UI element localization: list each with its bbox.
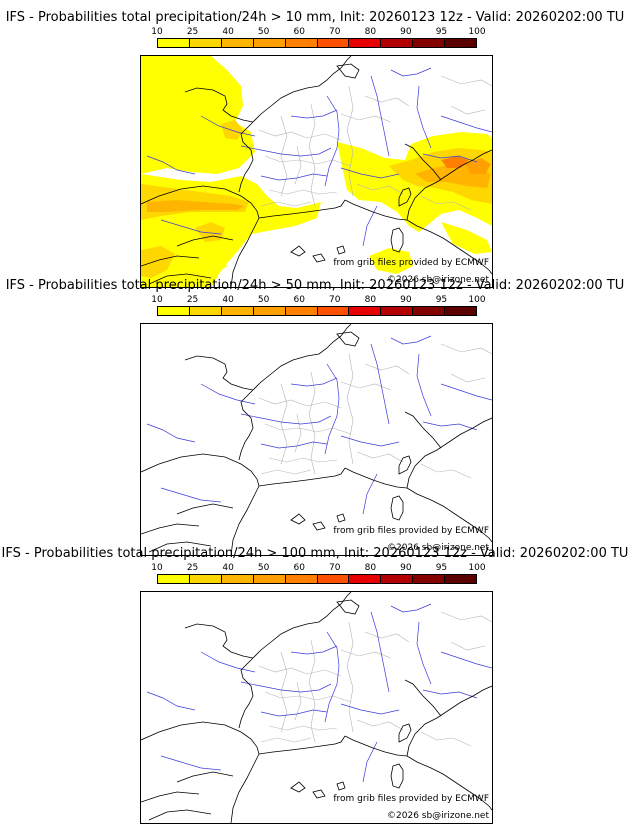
- legend-colorbar: [157, 306, 477, 316]
- legend-tick-label: 60: [293, 295, 305, 305]
- coastline: [141, 592, 492, 823]
- admin-boundaries: [258, 343, 492, 479]
- legend-swatch: [253, 39, 286, 47]
- legend-tick-label: 70: [329, 27, 341, 37]
- legend-swatch: [349, 307, 382, 315]
- legend-swatch: [189, 39, 222, 47]
- legend-tick-label: 80: [364, 27, 377, 37]
- legend-tick-label: 60: [293, 563, 305, 573]
- legend-swatch: [381, 307, 414, 315]
- legend-swatch: [413, 575, 446, 583]
- legend-swatch: [317, 39, 350, 47]
- forecast-map: from grib files provided by ECMWF ©2026 …: [140, 591, 493, 824]
- legend-labels: 10 25 40 50 60 70 80 90 95 100: [151, 563, 485, 573]
- legend-swatch: [381, 575, 414, 583]
- panel-title: IFS - Probabilities total precipitation/…: [1, 546, 629, 561]
- legend-swatch: [317, 575, 350, 583]
- legend-swatch: [189, 307, 222, 315]
- legend-tick-label: 25: [186, 563, 199, 573]
- legend-swatch: [221, 575, 254, 583]
- legend-tick-label: 80: [364, 563, 377, 573]
- legend-tick-label: 95: [435, 295, 448, 305]
- legend-swatch: [285, 307, 318, 315]
- legend-swatch: [285, 575, 318, 583]
- legend-tick-label: 80: [364, 295, 377, 305]
- legend-swatch: [413, 307, 446, 315]
- admin-boundaries: [258, 611, 492, 747]
- legend-swatch: [221, 307, 254, 315]
- legend-swatch: [253, 307, 286, 315]
- legend-tick-label: 95: [435, 563, 448, 573]
- legend-swatch: [158, 39, 190, 47]
- legend-tick-label: 100: [468, 563, 486, 573]
- precip-panel-50mm: IFS - Probabilities total precipitation/…: [0, 278, 630, 556]
- legend-tick-label: 100: [468, 27, 486, 37]
- legend-tick-label: 95: [435, 27, 448, 37]
- legend-tick-label: 40: [222, 27, 234, 37]
- legend-swatch: [158, 575, 190, 583]
- legend-tick-label: 10: [151, 27, 163, 37]
- legend-swatch: [189, 575, 222, 583]
- legend-tick-label: 10: [151, 295, 163, 305]
- rivers: [146, 603, 492, 783]
- legend-tick-label: 40: [222, 295, 234, 305]
- legend-tick-label: 60: [293, 27, 305, 37]
- coastline: [141, 324, 492, 555]
- legend-swatch: [445, 307, 477, 315]
- forecast-map: from grib files provided by ECMWF ©2026 …: [140, 323, 493, 556]
- rivers: [146, 67, 492, 247]
- legend-tick-label: 25: [186, 27, 199, 37]
- copyright-credit: ©2026 sb@irizone.net: [387, 543, 489, 553]
- legend-tick-label: 100: [468, 295, 486, 305]
- precip-panel-10mm: IFS - Probabilities total precipitation/…: [0, 10, 630, 288]
- source-credit: from grib files provided by ECMWF: [333, 526, 489, 536]
- panel-title: IFS - Probabilities total precipitation/…: [5, 278, 625, 293]
- legend-tick-label: 25: [186, 295, 199, 305]
- legend-swatch: [445, 39, 477, 47]
- rivers: [146, 335, 492, 515]
- legend-tick-label: 50: [257, 27, 270, 37]
- legend-swatch: [413, 39, 446, 47]
- legend-labels: 10 25 40 50 60 70 80 90 95 100: [151, 27, 485, 37]
- legend-tick-label: 50: [257, 563, 270, 573]
- source-credit: from grib files provided by ECMWF: [333, 258, 489, 268]
- legend-swatch: [317, 307, 350, 315]
- legend-swatch: [381, 39, 414, 47]
- panel-title: IFS - Probabilities total precipitation/…: [5, 10, 625, 25]
- legend-swatch: [285, 39, 318, 47]
- source-credit: from grib files provided by ECMWF: [333, 794, 489, 804]
- precip-panel-100mm: IFS - Probabilities total precipitation/…: [0, 546, 630, 824]
- legend-tick-label: 90: [400, 295, 412, 305]
- legend-tick-label: 90: [400, 27, 412, 37]
- legend-tick-label: 40: [222, 563, 234, 573]
- legend-swatch: [221, 39, 254, 47]
- legend-swatch: [445, 575, 477, 583]
- legend-tick-label: 70: [329, 295, 341, 305]
- forecast-map: from grib files provided by ECMWF ©2026 …: [140, 55, 493, 288]
- legend-swatch: [349, 39, 382, 47]
- legend-tick-label: 90: [400, 563, 412, 573]
- legend-colorbar: [157, 574, 477, 584]
- copyright-credit: ©2026 sb@irizone.net: [387, 275, 489, 285]
- legend-tick-label: 70: [329, 563, 341, 573]
- legend-tick-label: 50: [257, 295, 270, 305]
- copyright-credit: ©2026 sb@irizone.net: [387, 811, 489, 821]
- legend-labels: 10 25 40 50 60 70 80 90 95 100: [151, 295, 485, 305]
- legend-swatch: [349, 575, 382, 583]
- legend-swatch: [158, 307, 190, 315]
- coastline: [141, 56, 492, 287]
- probability-fill: [141, 56, 492, 287]
- legend-colorbar: [157, 38, 477, 48]
- legend-tick-label: 10: [151, 563, 163, 573]
- legend-swatch: [253, 575, 286, 583]
